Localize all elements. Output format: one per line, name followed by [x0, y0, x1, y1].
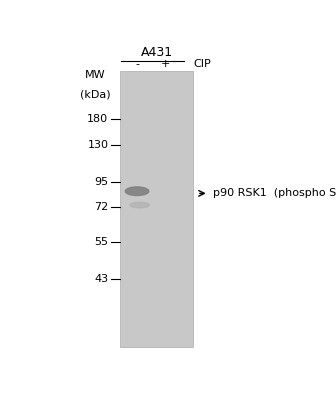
Text: 130: 130	[87, 140, 109, 150]
Text: MW: MW	[85, 70, 106, 80]
Text: 72: 72	[94, 202, 109, 212]
Text: CIP: CIP	[193, 59, 211, 69]
Ellipse shape	[125, 187, 149, 196]
Text: -: -	[135, 59, 139, 69]
Text: 180: 180	[87, 114, 109, 124]
Text: 43: 43	[94, 274, 109, 284]
Ellipse shape	[130, 202, 150, 208]
Bar	[120, 71, 193, 347]
Text: (kDa): (kDa)	[80, 90, 111, 100]
Text: 55: 55	[94, 237, 109, 247]
Text: A431: A431	[140, 46, 173, 59]
Text: +: +	[161, 59, 170, 69]
Text: 95: 95	[94, 177, 109, 187]
Text: p90 RSK1  (phospho Ser380): p90 RSK1 (phospho Ser380)	[213, 188, 336, 198]
